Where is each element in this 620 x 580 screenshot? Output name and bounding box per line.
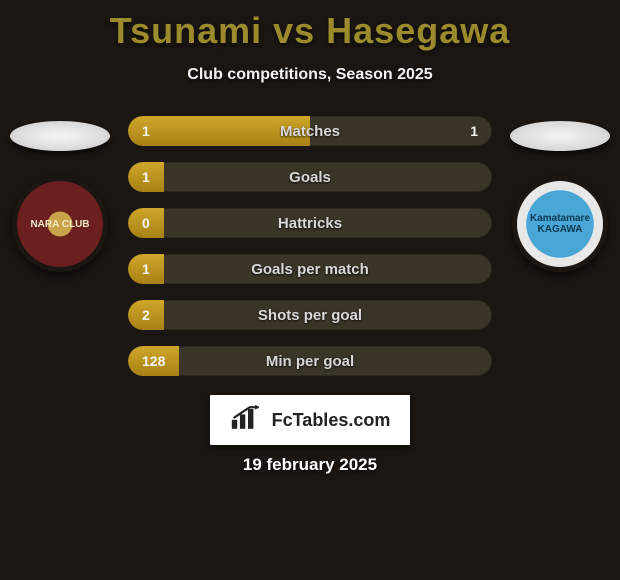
stat-label: Hattricks bbox=[128, 215, 492, 232]
stat-row: 128Min per goal bbox=[128, 346, 492, 376]
stat-row: 1Goals per match bbox=[128, 254, 492, 284]
platform-left bbox=[10, 121, 110, 151]
stat-label: Min per goal bbox=[128, 353, 492, 370]
page-title: Tsunami vs Hasegawa bbox=[0, 0, 620, 52]
stat-row: 2Shots per goal bbox=[128, 300, 492, 330]
stat-row: 1Goals bbox=[128, 162, 492, 192]
stat-left-value: 2 bbox=[142, 307, 150, 323]
stat-row: 0Hattricks bbox=[128, 208, 492, 238]
club-badge-left: NARA CLUB bbox=[12, 176, 108, 272]
club-badge-left-inner: NARA CLUB bbox=[17, 181, 103, 267]
stat-left-value: 0 bbox=[142, 215, 150, 231]
stats-list: 11Matches1Goals0Hattricks1Goals per matc… bbox=[128, 116, 492, 376]
stat-row: 11Matches bbox=[128, 116, 492, 146]
stat-label: Goals per match bbox=[128, 261, 492, 278]
stat-left-value: 1 bbox=[142, 123, 150, 139]
stat-fill bbox=[128, 116, 310, 146]
club-badge-right-inner: Kamatamare KAGAWA bbox=[517, 181, 603, 267]
chart-icon bbox=[230, 405, 266, 436]
stat-right-value: 1 bbox=[470, 123, 478, 139]
stat-left-value: 1 bbox=[142, 169, 150, 185]
stat-label: Goals bbox=[128, 169, 492, 186]
stat-left-value: 128 bbox=[142, 353, 165, 369]
stat-left-value: 1 bbox=[142, 261, 150, 277]
footer-site-text: FcTables.com bbox=[272, 410, 391, 431]
club-badge-right: Kamatamare KAGAWA bbox=[512, 176, 608, 272]
footer-attribution[interactable]: FcTables.com bbox=[210, 395, 410, 445]
page-subtitle: Club competitions, Season 2025 bbox=[0, 66, 620, 84]
footer-date: 19 february 2025 bbox=[0, 455, 620, 475]
platform-right bbox=[510, 121, 610, 151]
stat-label: Shots per goal bbox=[128, 307, 492, 324]
